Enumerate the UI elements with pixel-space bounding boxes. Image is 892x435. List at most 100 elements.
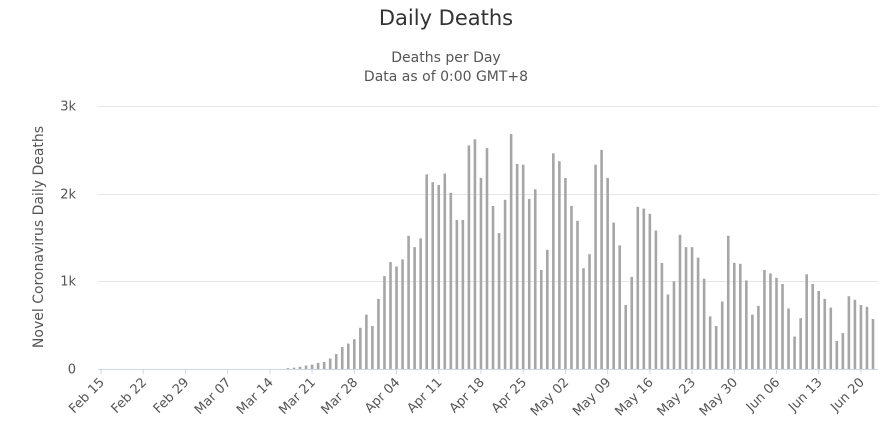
bar[interactable] xyxy=(600,149,603,369)
bar[interactable] xyxy=(829,307,833,369)
bar[interactable] xyxy=(745,280,748,369)
bar[interactable] xyxy=(473,139,477,369)
bar[interactable] xyxy=(720,301,724,370)
bar[interactable] xyxy=(383,276,386,369)
bar[interactable] xyxy=(588,254,591,369)
bar[interactable] xyxy=(690,247,694,369)
bar[interactable] xyxy=(751,314,754,369)
bar[interactable] xyxy=(847,296,851,369)
bar[interactable] xyxy=(564,177,567,369)
bar[interactable] xyxy=(401,259,404,369)
bar[interactable] xyxy=(859,305,863,369)
bar[interactable] xyxy=(449,192,453,369)
bar[interactable] xyxy=(612,222,615,369)
bar[interactable] xyxy=(624,305,628,369)
bar[interactable] xyxy=(425,174,428,369)
bar[interactable] xyxy=(769,273,772,369)
bar[interactable] xyxy=(678,234,682,369)
bar[interactable] xyxy=(413,247,416,369)
bar[interactable] xyxy=(841,333,845,369)
bar[interactable] xyxy=(509,134,513,369)
bar[interactable] xyxy=(334,354,338,369)
bar[interactable] xyxy=(316,362,320,369)
bar[interactable] xyxy=(515,163,519,369)
bar[interactable] xyxy=(757,305,760,369)
bar[interactable] xyxy=(811,283,814,369)
bar[interactable] xyxy=(304,365,308,369)
bar[interactable] xyxy=(576,220,579,369)
bar[interactable] xyxy=(431,182,435,369)
bar[interactable] xyxy=(497,233,501,369)
bar[interactable] xyxy=(533,189,537,369)
bar[interactable] xyxy=(871,319,875,369)
bar[interactable] xyxy=(606,177,609,369)
bar[interactable] xyxy=(666,294,670,369)
bar[interactable] xyxy=(527,198,531,369)
bar[interactable] xyxy=(353,339,356,369)
bar[interactable] xyxy=(582,268,585,369)
bar[interactable] xyxy=(407,235,410,369)
bar[interactable] xyxy=(654,230,658,369)
bar[interactable] xyxy=(672,281,676,369)
bar[interactable] xyxy=(763,269,766,369)
bar[interactable] xyxy=(491,205,495,369)
bar[interactable] xyxy=(793,336,796,369)
bar[interactable] xyxy=(292,367,296,369)
bar[interactable] xyxy=(310,364,314,369)
bar[interactable] xyxy=(485,148,489,369)
bar[interactable] xyxy=(461,219,465,369)
bar[interactable] xyxy=(286,368,290,369)
bar[interactable] xyxy=(328,358,332,369)
bar[interactable] xyxy=(817,290,821,369)
bar[interactable] xyxy=(853,299,857,369)
bar[interactable] xyxy=(340,347,344,369)
bar[interactable] xyxy=(630,276,634,369)
bar[interactable] xyxy=(805,274,808,369)
bar[interactable] xyxy=(636,206,640,369)
bar[interactable] xyxy=(835,340,839,369)
bar[interactable] xyxy=(558,161,561,369)
bar[interactable] xyxy=(552,153,555,369)
bar[interactable] xyxy=(479,177,483,369)
bar[interactable] xyxy=(322,361,326,369)
bar[interactable] xyxy=(739,263,742,369)
bar[interactable] xyxy=(377,298,380,369)
bar[interactable] xyxy=(732,262,736,369)
bar[interactable] xyxy=(642,208,646,369)
bar[interactable] xyxy=(298,366,302,369)
bar[interactable] xyxy=(684,247,688,369)
bar[interactable] xyxy=(781,283,784,369)
bar[interactable] xyxy=(443,173,447,370)
bar[interactable] xyxy=(359,327,362,369)
bar[interactable] xyxy=(467,145,471,369)
bar[interactable] xyxy=(594,164,597,369)
bar[interactable] xyxy=(437,184,441,369)
bar[interactable] xyxy=(521,164,525,369)
bar[interactable] xyxy=(395,266,398,369)
bar[interactable] xyxy=(371,326,374,369)
bar-series[interactable] xyxy=(286,134,875,370)
bar[interactable] xyxy=(775,277,778,369)
bar[interactable] xyxy=(419,238,422,369)
bar[interactable] xyxy=(865,306,869,369)
bar[interactable] xyxy=(702,278,706,369)
bar[interactable] xyxy=(546,249,549,369)
bar[interactable] xyxy=(799,318,802,369)
bar[interactable] xyxy=(787,308,790,369)
bar[interactable] xyxy=(660,262,664,369)
bar[interactable] xyxy=(726,235,730,369)
bar[interactable] xyxy=(503,199,507,369)
bar[interactable] xyxy=(618,245,621,369)
bar[interactable] xyxy=(365,314,368,369)
bar[interactable] xyxy=(346,343,350,369)
bar[interactable] xyxy=(708,316,712,369)
bar[interactable] xyxy=(714,326,718,369)
bar[interactable] xyxy=(570,205,573,369)
bar[interactable] xyxy=(455,219,459,369)
bar[interactable] xyxy=(389,262,392,369)
bar[interactable] xyxy=(539,269,543,369)
bar[interactable] xyxy=(823,298,827,369)
bar[interactable] xyxy=(648,213,652,369)
bar[interactable] xyxy=(696,257,700,369)
